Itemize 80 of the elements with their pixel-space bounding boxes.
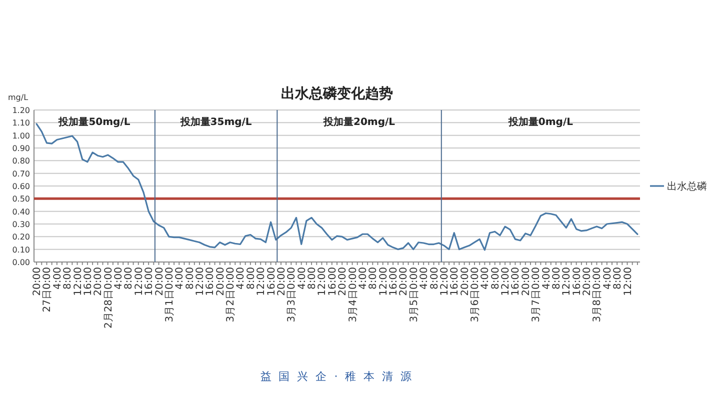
x-tick-label: 8:00 — [246, 267, 257, 290]
x-tick-label: 20:00 — [460, 267, 471, 296]
annotation: 投加量0mg/L — [507, 116, 574, 128]
annotation: 投加量35mg/L — [179, 116, 252, 128]
x-tick-label: 12:00 — [317, 267, 328, 296]
x-tick-label: 12:00 — [134, 267, 145, 296]
y-axis-title: mg/L — [8, 93, 29, 102]
y-tick-label: 0.20 — [12, 232, 30, 242]
x-tick-label: 12:00 — [500, 267, 512, 296]
x-tick-label: 20:00 — [276, 267, 288, 296]
x-tick-label: 16:00 — [82, 267, 94, 296]
y-tick-label: 0.80 — [12, 156, 30, 166]
x-tick-label: 8:00 — [551, 267, 562, 290]
x-tick-label: 8:00 — [184, 267, 196, 290]
x-tick-label: 4:00 — [114, 267, 125, 290]
x-tick-label: 20:00 — [32, 267, 44, 296]
x-tick-label: 20:00 — [154, 267, 166, 296]
x-tick-label: 4:00 — [602, 267, 614, 290]
x-tick-label: 4:00 — [236, 267, 247, 290]
x-tick-label: 16:00 — [205, 267, 216, 296]
annotation: 投加量50mg/L — [58, 116, 131, 128]
x-tick-label: 3月7日0:00 — [531, 267, 542, 322]
y-tick-label: 1.20 — [12, 106, 30, 115]
x-tick-label: 4:00 — [541, 267, 552, 290]
x-tick-label: 4:00 — [480, 267, 492, 290]
y-tick-label: 1.10 — [12, 118, 30, 128]
x-tick-label: 3月5日0:00 — [408, 267, 420, 322]
x-tick-label: 12:00 — [562, 267, 573, 296]
y-tick-label: 1.00 — [12, 131, 30, 140]
x-tick-label: 12:00 — [439, 267, 450, 296]
y-tick-label: 0.00 — [12, 258, 30, 267]
x-tick-label: 4:00 — [296, 267, 308, 290]
x-tick-label: 3月2日0:00 — [226, 267, 237, 322]
x-tick-label: 16:00 — [450, 267, 461, 296]
y-tick-label: 0.40 — [12, 207, 30, 216]
x-tick-label: 16:00 — [327, 267, 338, 296]
x-tick-label: 3月4日0:00 — [348, 267, 359, 322]
x-tick-label: 12:00 — [195, 267, 206, 296]
x-tick-label: 8:00 — [429, 267, 440, 290]
x-tick-label: 12:00 — [378, 267, 390, 296]
x-tick-label: 20:00 — [338, 267, 349, 296]
x-tick-label: 8:00 — [612, 267, 624, 290]
y-tick-label: 0.10 — [12, 245, 30, 254]
y-tick-label: 0.90 — [12, 144, 30, 153]
chart-title: 出水总磷变化趋势 — [281, 85, 393, 102]
x-tick-label: 4:00 — [419, 267, 430, 290]
x-tick-label: 3月1日0:00 — [164, 267, 176, 322]
x-tick-label: 3月8日0:00 — [592, 267, 604, 322]
y-tick-label: 0.60 — [12, 182, 30, 191]
x-tick-label: 27日0:00 — [42, 267, 54, 312]
x-tick-label: 16:00 — [572, 267, 583, 296]
x-tick-label: 8:00 — [490, 267, 502, 290]
x-tick-label: 8:00 — [368, 267, 380, 290]
x-tick-label: 4:00 — [358, 267, 369, 290]
text: 益 国 兴 企 · 稚 本 清 源 — [260, 370, 414, 383]
x-tick-label: 3月3日0:00 — [286, 267, 298, 322]
x-tick-label: 16:00 — [510, 267, 522, 296]
x-tick-label: 20:00 — [520, 267, 532, 296]
x-tick-label: 4:00 — [174, 267, 186, 290]
x-tick-label: 2月28日0:00 — [103, 267, 114, 329]
x-tick-label: 16:00 — [266, 267, 278, 296]
y-tick-label: 0.50 — [12, 194, 30, 204]
x-tick-label: 20:00 — [215, 267, 226, 296]
x-tick-label: 3月6日0:00 — [470, 267, 481, 322]
x-tick-label: 12:00 — [256, 267, 268, 296]
x-tick-label: 8:00 — [124, 267, 135, 290]
x-tick-label: 20:00 — [93, 267, 104, 296]
y-tick-label: 0.30 — [12, 220, 30, 229]
x-tick-label: 16:00 — [144, 267, 156, 296]
x-tick-label: 8:00 — [62, 267, 74, 290]
legend-label: 出水总磷 — [667, 180, 707, 192]
x-tick-label: 20:00 — [398, 267, 410, 296]
y-tick-label: 0.70 — [12, 169, 30, 178]
annotation: 投加量20mg/L — [322, 116, 396, 128]
x-tick-label: 12:00 — [622, 267, 634, 296]
x-tick-label: 12:00 — [72, 267, 84, 296]
x-tick-label: 20:00 — [582, 267, 594, 296]
x-tick-label: 8:00 — [307, 267, 318, 290]
x-tick-label: 16:00 — [388, 267, 400, 296]
x-tick-label: 4:00 — [52, 267, 64, 290]
